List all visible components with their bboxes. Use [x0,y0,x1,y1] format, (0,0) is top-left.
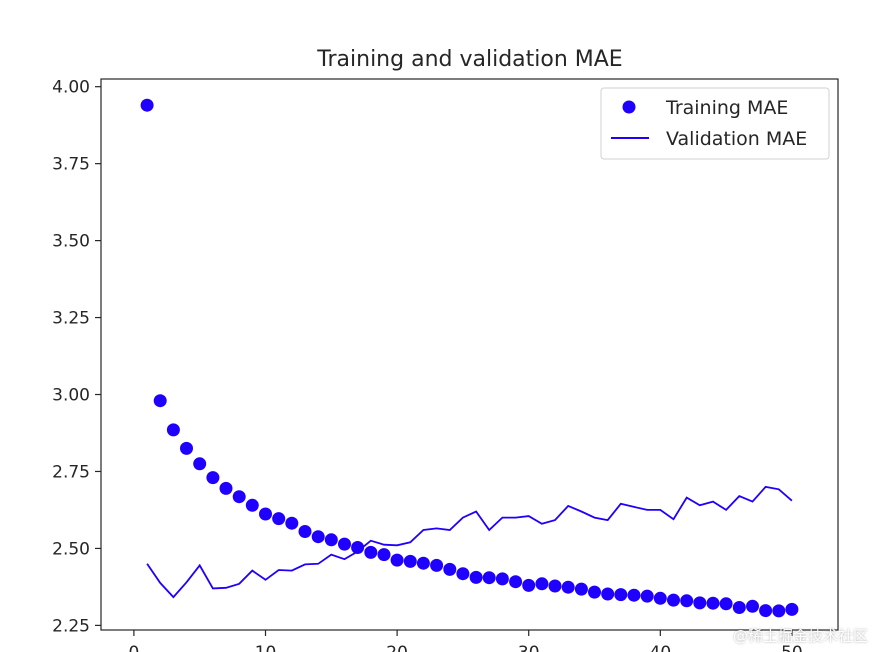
legend-training-marker [622,100,636,114]
y-axis: 2.25 2.50 2.75 3.00 3.25 3.50 3.75 4.00 [52,78,101,636]
training-mae-point [166,423,180,437]
training-mae-point [219,481,233,495]
training-mae-point [259,507,272,521]
training-mae-point [153,394,167,408]
training-mae-point [416,556,430,570]
training-mae-point [390,553,404,567]
training-mae-point [285,516,299,530]
y-tick-label: 2.75 [52,462,90,482]
training-mae-point [324,533,338,547]
training-mae-point [245,498,259,512]
y-tick-label: 4.00 [52,78,90,98]
training-mae-point [732,601,746,614]
training-mae-point [232,490,246,504]
x-tick-label: 20 [386,643,408,652]
training-mae-point [180,441,193,455]
validation-mae-line [146,485,793,599]
y-tick-label: 3.25 [52,309,90,329]
training-mae-point [785,602,799,616]
legend-training-label: Training MAE [665,97,788,119]
y-tick-label: 3.50 [52,232,90,252]
training-mae-point [772,604,786,618]
training-mae-point [574,582,588,596]
training-mae-point [706,596,720,610]
training-mae-point [693,596,707,610]
training-mae-point [364,545,378,559]
training-mae-point [469,570,483,584]
training-mae-point [482,571,496,585]
legend: Training MAE Validation MAE [600,87,830,160]
x-tick-label: 30 [518,643,540,652]
training-mae-point [351,541,365,554]
y-tick-label: 3.00 [52,386,90,406]
legend-box [600,87,830,160]
training-mae-point [456,567,470,581]
training-mae-point [495,572,509,586]
watermark-text: @稀土掘金技术社区 [732,627,868,645]
training-mae-point [614,588,628,602]
training-mae-point [443,562,457,576]
y-tick-label: 2.25 [52,616,90,636]
training-mae-point [193,457,207,471]
chart-title: Training and validation MAE [316,47,622,72]
training-mae-point [561,580,575,594]
legend-validation-label: Validation MAE [666,128,807,150]
training-mae-point [311,530,325,544]
training-mae-point [627,588,641,602]
training-mae-point [548,579,562,593]
training-mae-point [601,587,615,601]
training-mae-point [746,599,759,613]
training-mae-point [272,512,286,526]
training-mae-point [667,593,680,607]
training-mae-point [298,525,312,538]
training-mae-point [653,591,667,605]
training-mae-point [338,537,351,551]
training-mae-point [206,471,220,485]
training-mae-point [430,558,444,572]
training-mae-point [719,597,733,611]
training-mae-point [377,548,391,562]
y-tick-label: 2.50 [52,539,90,559]
x-tick-label: 50 [781,643,803,652]
x-tick-label: 0 [128,643,139,652]
training-mae-point [522,578,536,592]
plot-frame [100,78,839,631]
training-mae-point [759,604,773,618]
y-tick-label: 3.75 [52,155,90,175]
training-mae-point [588,585,601,599]
training-mae-point [535,577,549,591]
x-tick-label: 40 [650,643,672,652]
training-mae-point [509,575,523,589]
training-mae-point [403,554,417,568]
training-mae-point [140,98,154,112]
x-tick-label: 10 [255,643,277,652]
training-mae-point [680,594,694,608]
x-axis: 0 10 20 30 40 50 [128,630,803,652]
training-mae-point [640,589,654,603]
plot-marks [140,98,799,618]
